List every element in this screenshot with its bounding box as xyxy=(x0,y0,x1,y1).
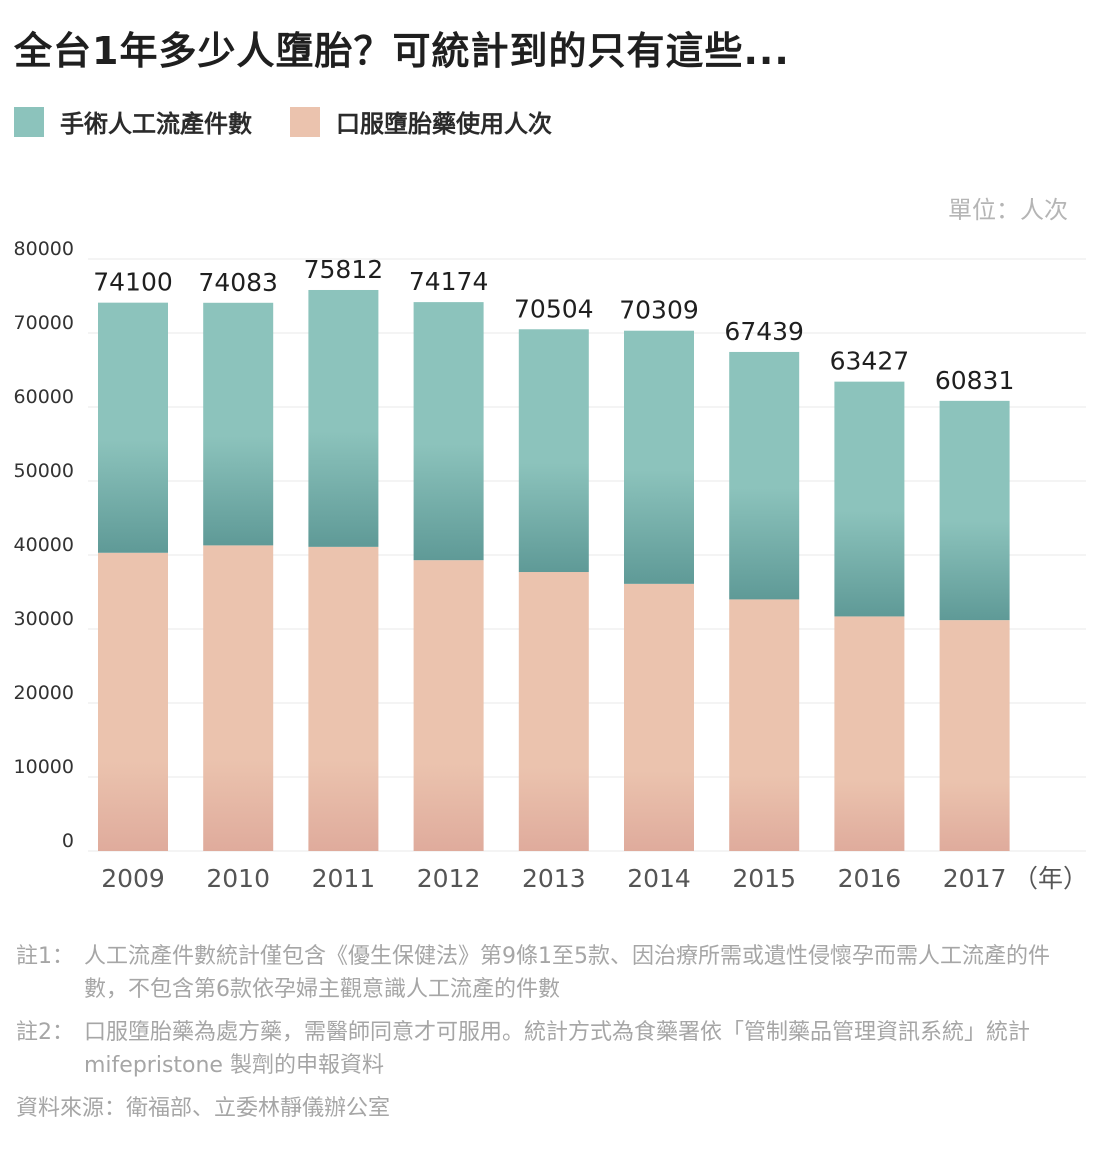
x-tick-label: 2012 xyxy=(417,864,481,893)
bar-total-label: 67439 xyxy=(724,317,804,346)
y-tick-label: 0 xyxy=(62,830,74,852)
y-tick-label: 20000 xyxy=(14,682,74,704)
bar-total-label: 74083 xyxy=(198,268,278,297)
y-tick-label: 40000 xyxy=(14,534,74,556)
bar-segment-pill xyxy=(98,552,168,851)
x-tick-label: 2011 xyxy=(312,864,376,893)
bar-segment-surgical xyxy=(834,381,905,617)
bar-segment-pill xyxy=(624,583,694,851)
legend-label-surgical: 手術人工流產件數 xyxy=(60,110,252,138)
legend-item-pill: 口服墮胎藥使用人次 xyxy=(290,104,552,139)
legend-swatch-pill xyxy=(290,106,320,137)
bar-total-label: 70309 xyxy=(619,296,699,325)
bar-segment-pill xyxy=(413,560,484,851)
bar-segment-surgical xyxy=(939,400,1010,621)
chart-title: 全台1年多少人墮胎？可統計到的只有這些... xyxy=(14,29,790,73)
bar-segment-surgical xyxy=(729,351,800,600)
x-tick-label: 2010 xyxy=(206,864,270,893)
x-tick-label: 2009 xyxy=(101,864,165,893)
source-note: 資料來源：衛福部、立委林靜儀辦公室 xyxy=(16,1096,391,1121)
legend-swatch-surgical xyxy=(14,106,44,137)
note-1: 註1： 人工流產件數統計僅包含《優生保健法》第9條1至5款、因治療所需或遺性侵懷… xyxy=(16,940,1081,1006)
stacked-bar-chart: 0 10000 20000 30000 40000 50000 60000 70000 8000… xyxy=(14,238,1088,893)
note-2-label: 註2： xyxy=(16,1020,74,1045)
legend-item-surgical: 手術人工流產件數 xyxy=(14,104,252,139)
note-2-text: 口服墮胎藥為處方藥，需醫師同意才可服用。統計方式為食藥署依「管制藥品管理資訊系統… xyxy=(84,1020,1031,1078)
bar-segment-pill xyxy=(729,599,800,851)
y-tick-label: 30000 xyxy=(14,608,74,630)
y-tick-label: 60000 xyxy=(14,386,74,408)
y-tick-label: 70000 xyxy=(14,312,74,334)
y-tick-label: 10000 xyxy=(14,756,74,778)
bar-total-label: 74100 xyxy=(93,268,173,297)
bar-segment-surgical xyxy=(98,302,168,553)
bar-segment-pill xyxy=(203,545,274,851)
bar-segment-surgical xyxy=(413,302,484,561)
legend-label-pill: 口服墮胎藥使用人次 xyxy=(336,110,552,138)
x-tick-label: 2013 xyxy=(522,864,586,893)
bar-segment-surgical xyxy=(308,289,379,547)
y-tick-label: 50000 xyxy=(14,460,74,482)
x-tick-label: 2017 xyxy=(943,864,1007,893)
x-tick-label: 2015 xyxy=(732,864,796,893)
note-1-label: 註1： xyxy=(16,944,74,969)
bar-segment-pill xyxy=(939,620,1010,851)
bar-segment-surgical xyxy=(624,330,694,584)
unit-label: 單位：人次 xyxy=(948,196,1068,224)
bar-segment-pill xyxy=(308,546,379,851)
notes: 註1： 人工流產件數統計僅包含《優生保健法》第9條1至5款、因治療所需或遺性侵懷… xyxy=(16,940,1081,1125)
bar-segment-pill xyxy=(518,572,589,851)
bar-total-label: 60831 xyxy=(935,366,1015,395)
note-1-text: 人工流產件數統計僅包含《優生保健法》第9條1至5款、因治療所需或遺性侵懷孕而需人… xyxy=(84,944,1050,1002)
x-tick-label: 2014 xyxy=(627,864,691,893)
bar-total-label: 70504 xyxy=(514,294,594,323)
x-tick-label: 2016 xyxy=(838,864,902,893)
legend: 手術人工流產件數 口服墮胎藥使用人次 xyxy=(14,104,590,139)
bar-segment-pill xyxy=(834,616,905,851)
note-2: 註2： 口服墮胎藥為處方藥，需醫師同意才可服用。統計方式為食藥署依「管制藥品管理… xyxy=(16,1016,1081,1082)
bar-total-label: 74174 xyxy=(409,267,489,296)
bar-total-label: 75812 xyxy=(304,255,384,284)
bar-segment-surgical xyxy=(203,302,274,546)
y-tick-label: 80000 xyxy=(14,238,74,260)
bar-total-label: 63427 xyxy=(830,347,910,376)
x-axis-unit-label: （年） xyxy=(1013,864,1088,893)
bar-segment-surgical xyxy=(518,329,589,573)
